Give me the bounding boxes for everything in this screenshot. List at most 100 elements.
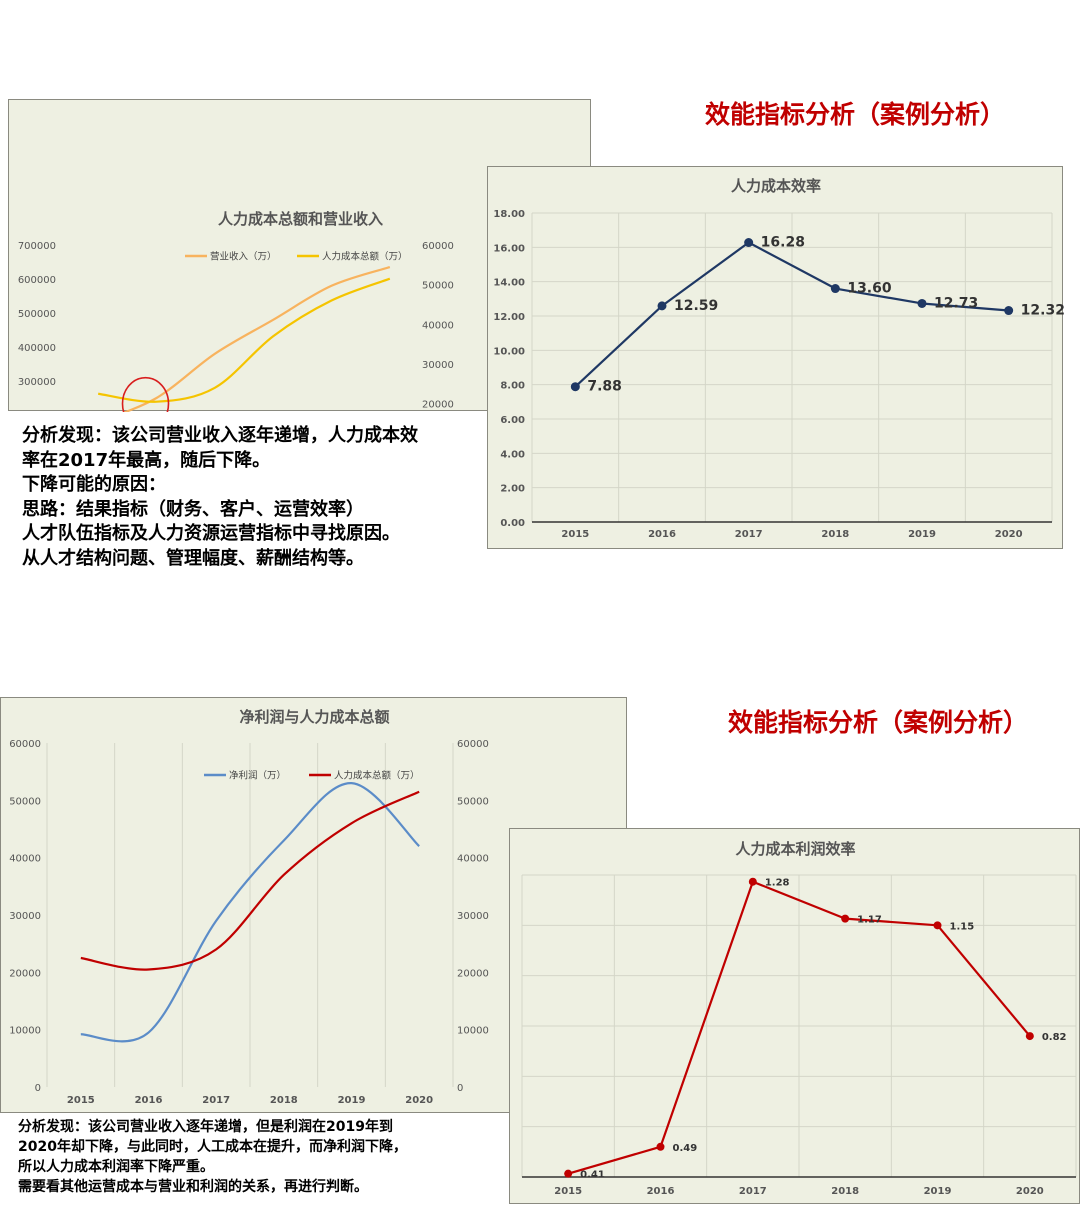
y-tick-left: 10.00 [493,346,525,357]
y-tick-left: 2.00 [500,484,525,495]
y-tick-left: 20000 [9,968,41,979]
x-tick-label: 2015 [554,1186,582,1197]
data-point [570,382,580,392]
y-tick-left: 200000 [18,411,56,412]
heading-top: 效能指标分析（案例分析） [705,100,1006,129]
y-tick-left: 16.00 [493,243,525,254]
data-label: 0.82 [1042,1032,1067,1043]
x-tick-label: 2018 [821,529,849,540]
analysis-note-top: 分析发现：该公司营业收入逐年递增，人力成本效 率在2017年最高，随后下降。 下… [22,425,418,569]
x-tick-label: 2020 [995,529,1023,540]
x-tick-label: 2016 [647,1186,675,1197]
x-tick-label: 2017 [739,1186,767,1197]
data-point [830,284,840,294]
y-tick-right: 20000 [457,968,489,979]
legend-label: 营业收入（万） [210,251,277,263]
chart-title: 人力成本利润效率 [735,840,855,858]
chart-panel-labor-cost-efficiency: 人力成本效率 0.00 2.00 4.00 6.00 8.00 10.00 12.00 14.0… [487,166,1064,549]
y-tick-left: 0 [35,1083,41,1094]
x-tick-label: 2018 [270,1095,298,1106]
legend-label: 净利润（万） [229,770,286,782]
y-tick-right: 0 [457,1083,463,1094]
y-tick-left: 18.00 [493,209,525,220]
series-line-0 [80,782,420,1043]
chart-net-profit-labor-cost: 净利润与人力成本总额 0 10000 20000 30000 40000 50000 6000… [9,708,489,1106]
y-tick-right: 60000 [422,241,454,252]
y-tick-left: 60000 [9,739,41,750]
data-label: 1.28 [765,878,790,889]
legend-label: 人力成本总额（万） [322,251,408,263]
y-tick-left: 4.00 [500,449,525,460]
y-tick-right: 40000 [457,854,489,865]
data-label: 12.73 [934,295,978,311]
chart-title: 人力成本总额和营业收入 [218,210,383,228]
y-tick-left: 14.00 [493,278,525,289]
chart-title: 人力成本效率 [731,177,821,195]
y-tick-left: 400000 [18,343,56,354]
data-point [564,1169,573,1178]
x-tick-label: 2017 [735,529,763,540]
x-tick-label: 2018 [831,1186,859,1197]
x-tick-label: 2020 [1016,1186,1044,1197]
data-label: 12.32 [1021,303,1064,319]
y-tick-right: 60000 [457,739,489,750]
legend-label: 人力成本总额（万） [334,770,420,782]
y-tick-left: 40000 [9,854,41,865]
x-tick-label: 2016 [135,1095,163,1106]
y-tick-left: 700000 [18,241,56,252]
y-tick-left: 300000 [18,377,56,388]
heading-bottom: 效能指标分析（案例分析） [728,708,1029,737]
data-label: 12.59 [674,298,718,314]
data-point [656,1142,665,1151]
y-tick-right: 50000 [457,796,489,807]
x-tick-label: 2019 [908,529,936,540]
y-tick-left: 6.00 [500,415,525,426]
y-tick-left: 10000 [9,1026,41,1037]
data-label: 0.41 [580,1170,605,1181]
data-label: 1.15 [950,921,975,932]
data-label: 1.17 [857,915,882,926]
series-line-0 [122,266,391,412]
data-point [933,921,942,930]
data-point [917,298,927,308]
y-tick-left: 12.00 [493,312,525,323]
y-tick-left: 600000 [18,275,56,286]
data-point [1004,306,1014,316]
y-tick-right: 30000 [422,360,454,371]
annotation-circle [121,376,170,412]
x-tick-label: 2015 [67,1095,95,1106]
chart-revenue-labor-cost: 人力成本总额和营业收入01000002000003000004000005000… [18,210,454,412]
data-point [841,914,850,923]
data-label: 13.60 [847,281,892,297]
data-point [657,301,667,311]
x-tick-label: 2015 [561,529,589,540]
chart-labor-profit-efficiency: 人力成本利润效率 2015 2016 2017 2018 2019 2020 0.41 0.49… [521,840,1077,1197]
y-tick-right: 30000 [457,911,489,922]
chart-panel-labor-profit-efficiency: 人力成本利润效率 2015 2016 2017 2018 2019 2020 0.41 0.49… [509,828,1080,1204]
y-tick-left: 500000 [18,309,56,320]
series-line-0 [567,880,1031,1175]
y-tick-right: 20000 [422,400,454,411]
y-tick-left: 8.00 [500,381,525,392]
y-tick-right: 50000 [422,281,454,292]
data-label: 16.28 [761,235,805,251]
y-tick-left: 50000 [9,796,41,807]
data-point [1025,1032,1034,1041]
chart-labor-cost-efficiency: 人力成本效率 0.00 2.00 4.00 6.00 8.00 10.00 12.00 14.0… [493,177,1064,540]
data-label: 0.49 [673,1143,698,1154]
analysis-note-bottom: 分析发现：该公司营业收入逐年递增，但是利润在2019年到 2020年却下降，与此… [18,1119,407,1195]
data-label: 7.88 [587,379,622,395]
data-point [744,238,754,248]
x-tick-label: 2016 [648,529,676,540]
y-tick-left: 0.00 [500,518,525,529]
y-tick-right: 40000 [422,320,454,331]
series-line-0 [574,241,1009,388]
x-tick-label: 2019 [924,1186,952,1197]
x-tick-label: 2020 [405,1095,433,1106]
data-point [748,877,757,886]
series-line-1 [98,277,391,403]
chart-title: 净利润与人力成本总额 [239,708,389,726]
x-tick-label: 2017 [202,1095,230,1106]
x-tick-label: 2019 [338,1095,366,1106]
series-line-1 [80,790,420,971]
